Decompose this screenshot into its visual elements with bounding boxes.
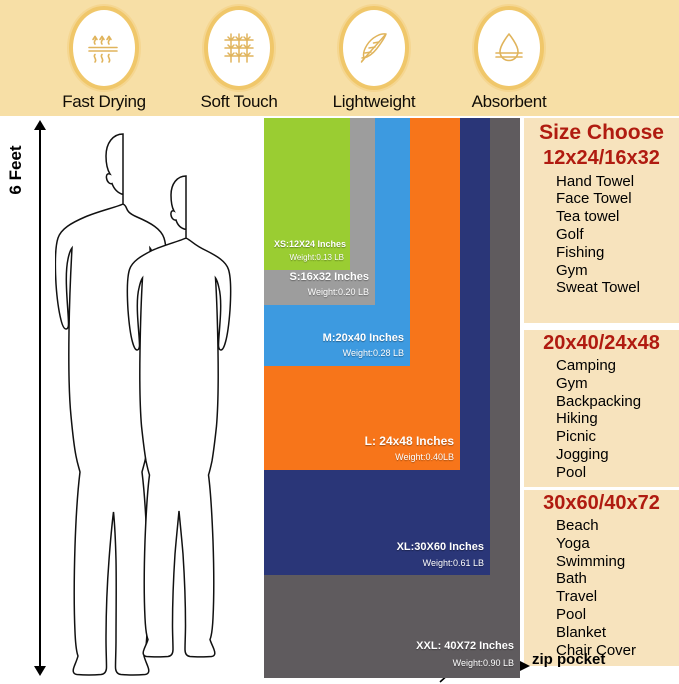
towel-label-m: M:20x40 Inches [322, 332, 404, 344]
list-item: Tea towel [556, 208, 620, 226]
panel-size-range: 12x24/16x32 [543, 146, 660, 169]
ruler-line [39, 126, 41, 670]
list-item: Jogging [556, 445, 609, 463]
towel-weight-l: Weight:0.40LB [395, 452, 454, 462]
list-item: Sweat Towel [556, 279, 640, 297]
feature-soft-touch: Soft Touch [183, 6, 295, 116]
feature-label: Soft Touch [200, 92, 278, 111]
feature-icon-circle [474, 6, 544, 90]
towel-weight-m: Weight:0.28 LB [342, 348, 404, 358]
list-item: Gym [556, 374, 588, 392]
human-silhouettes [54, 116, 270, 684]
zip-pocket-label: zip pocket [532, 651, 606, 668]
towel-weight-s: Weight:0.20 LB [307, 287, 369, 297]
list-item: Blanket [556, 623, 607, 641]
feature-icon-circle [69, 6, 139, 90]
panel-item-list: Beach Yoga Swimming Bath Travel Pool Bla… [524, 517, 679, 659]
list-item: Bath [556, 570, 587, 588]
list-item: Hiking [556, 410, 598, 428]
panel-title: Size Choose [539, 121, 664, 144]
panel-size-range: 30x60/40x72 [543, 492, 660, 514]
feature-label: Absorbent [471, 92, 547, 111]
list-item: Face Towel [556, 190, 632, 208]
arrow-up-icon [34, 120, 46, 130]
list-item: Swimming [556, 552, 626, 570]
towel-weight-xl: Weight:0.61 LB [422, 558, 484, 568]
water-droplet-icon [495, 33, 523, 62]
list-item: Camping [556, 357, 617, 374]
list-item: Backpacking [556, 392, 642, 410]
feature-lightweight: Lightweight [318, 6, 430, 116]
list-item: Pool [556, 605, 587, 623]
feature-fast-drying: Fast Drying [48, 6, 160, 116]
feature-icon-circle [204, 6, 274, 90]
towel-label-xxl: XXL: 40X72 Inches [416, 640, 514, 652]
towel-label-xs: XS:12X24 Inches [273, 239, 346, 249]
ruler-label: 6 Feet [6, 145, 25, 195]
panel-size-range: 20x40/24x48 [543, 332, 660, 354]
list-item: Gym [556, 261, 588, 279]
towel-label-l: L: 24x48 Inches [364, 434, 454, 448]
heat-waves-icon [88, 35, 118, 63]
list-item: Picnic [556, 428, 597, 446]
panel-item-list: Hand Towel Face Towel Tea towel Golf Fis… [524, 173, 679, 298]
list-item: Travel [556, 588, 598, 606]
woven-mesh-icon [224, 33, 254, 63]
arrow-down-icon [34, 666, 46, 676]
list-item: Pool [556, 463, 587, 481]
feature-header-banner: Fast Drying Soft Touch [0, 0, 679, 116]
towel-size-stack: XXL: 40X72 Inches Weight:0.90 LB XL:30X6… [264, 118, 520, 678]
size-panel-medium: 20x40/24x48 Camping Gym Backpacking Hiki… [524, 330, 679, 487]
list-item: Beach [556, 517, 599, 534]
towel-label-s: S:16x32 Inches [289, 271, 370, 283]
feature-absorbent: Absorbent [453, 6, 565, 116]
feature-label: Fast Drying [62, 92, 146, 111]
panel-item-list: Camping Gym Backpacking Hiking Picnic Jo… [524, 357, 679, 482]
list-item: Golf [556, 226, 584, 244]
silhouette-short [126, 175, 232, 658]
list-item: Chair Cover [556, 641, 637, 659]
list-item: Fishing [556, 243, 605, 261]
feather-icon [360, 33, 387, 63]
silhouette-group [54, 133, 232, 676]
size-panel-large: 30x60/40x72 Beach Yoga Swimming Bath Tra… [524, 490, 679, 666]
list-item: Hand Towel [556, 172, 635, 190]
list-item: Yoga [556, 534, 590, 552]
height-ruler [30, 120, 50, 676]
size-panel-small: Size Choose 12x24/16x32 Hand Towel Face … [524, 118, 679, 323]
feature-icon-circle [339, 6, 409, 90]
towel-rect-xs: XS:12X24 Inches Weight:0.13 LB [264, 118, 350, 270]
towel-label-xl: XL:30X60 Inches [396, 541, 484, 553]
towel-weight-xxl: Weight:0.90 LB [452, 658, 514, 668]
towel-weight-xs: Weight:0.13 LB [289, 253, 344, 262]
feature-label: Lightweight [332, 92, 416, 111]
